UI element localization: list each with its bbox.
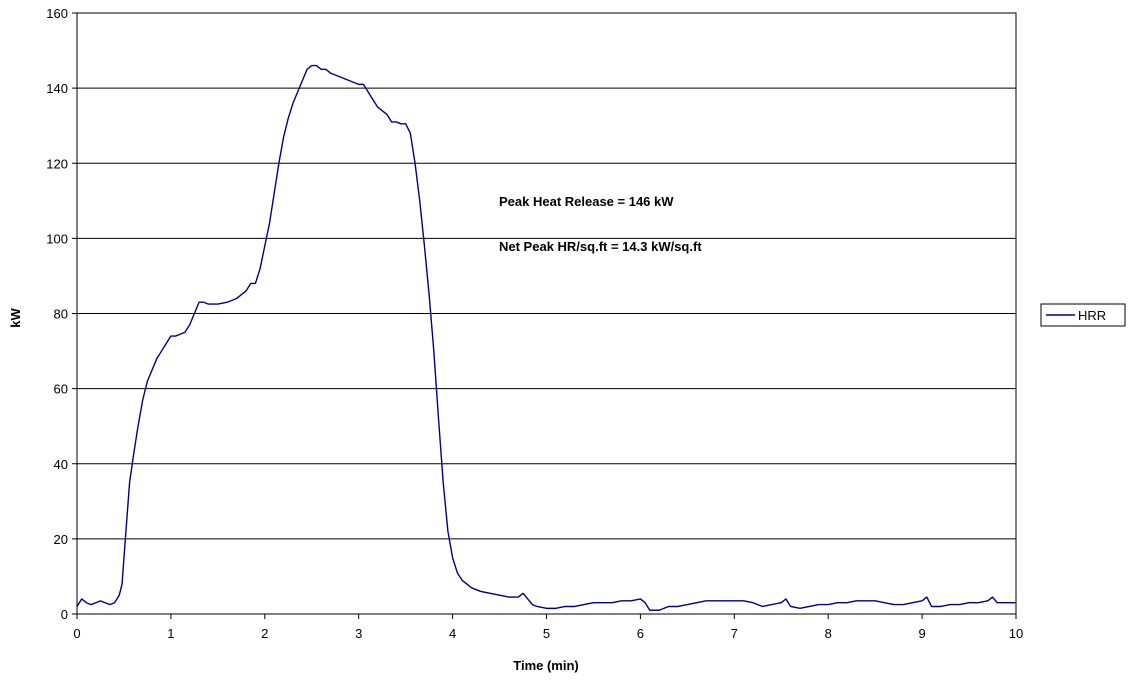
y-tick-label-0: 0 — [61, 607, 68, 622]
y-tick-label-60: 60 — [54, 382, 68, 397]
legend-box — [1040, 303, 1126, 327]
legend-label-hrr: HRR — [1078, 308, 1106, 323]
y-tick-label-140: 140 — [46, 81, 68, 96]
gridlines — [77, 12, 1016, 540]
legend: HRR — [1040, 303, 1126, 327]
plot-area-border — [76, 12, 1017, 615]
x-tick-label-6: 6 — [637, 626, 644, 641]
x-axis-title: Time (min) — [513, 658, 579, 673]
series-layer — [76, 64, 1016, 611]
tick-labels: 0 20 40 60 80 100 120 140 160 0 1 2 3 4 5 6 7 8 9 10 — [46, 6, 1023, 641]
y-tick-label-160: 160 — [46, 6, 68, 21]
x-tick-label-5: 5 — [543, 626, 550, 641]
series-line-hrr — [76, 64, 1016, 611]
y-tick-label-100: 100 — [46, 231, 68, 246]
x-tick-label-3: 3 — [355, 626, 362, 641]
y-tick-label-20: 20 — [54, 532, 68, 547]
y-axis-title: kW — [8, 308, 23, 328]
y-tick-label-120: 120 — [46, 156, 68, 171]
annotation-peak-heat-release: Peak Heat Release = 146 kW — [499, 194, 674, 209]
x-tick-label-9: 9 — [918, 626, 925, 641]
x-tick-label-1: 1 — [167, 626, 174, 641]
x-tick-label-0: 0 — [73, 626, 80, 641]
x-tick-label-7: 7 — [731, 626, 738, 641]
x-tick-label-2: 2 — [261, 626, 268, 641]
x-tick-label-4: 4 — [449, 626, 456, 641]
annotation-net-peak-hr: Net Peak HR/sq.ft = 14.3 kW/sq.ft — [499, 239, 702, 254]
y-tick-label-80: 80 — [54, 307, 68, 322]
x-tick-label-10: 10 — [1009, 626, 1023, 641]
x-tick-label-8: 8 — [825, 626, 832, 641]
axes — [72, 12, 1017, 619]
y-tick-label-40: 40 — [54, 457, 68, 472]
